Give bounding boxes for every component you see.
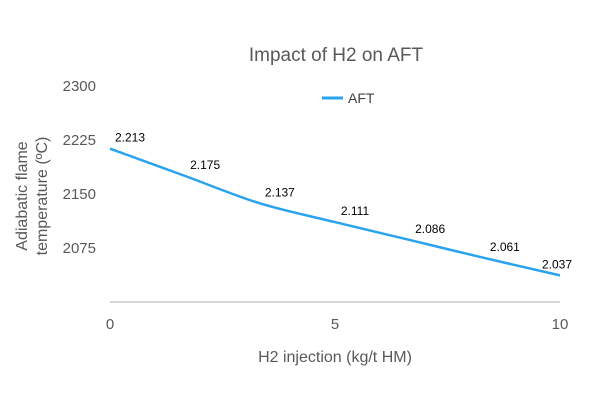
y-tick-label: 2225 bbox=[63, 132, 96, 149]
legend-label: AFT bbox=[348, 90, 375, 106]
y-axis-title-line-1: Adiabatic flame bbox=[14, 141, 31, 250]
y-tick-label: 2300 bbox=[63, 78, 96, 95]
x-axis-title: H2 injection (kg/t HM) bbox=[258, 349, 412, 366]
y-axis-title: Adiabatic flame temperature (ºC) bbox=[14, 137, 51, 256]
x-tick-label: 10 bbox=[552, 316, 569, 333]
data-label: 2.111 bbox=[341, 204, 370, 218]
data-label: 2.086 bbox=[415, 222, 445, 236]
x-tick-labels: 0 5 10 bbox=[106, 316, 569, 333]
series-layer bbox=[109, 147, 561, 277]
y-axis-title-line-2: temperature (ºC) bbox=[34, 137, 51, 256]
x-tick-label: 5 bbox=[331, 316, 339, 333]
y-tick-label: 2075 bbox=[63, 240, 96, 257]
data-label: 2.037 bbox=[542, 257, 572, 271]
data-label: 2.061 bbox=[490, 240, 520, 254]
series-line-aft bbox=[109, 147, 561, 277]
legend: AFT bbox=[322, 90, 375, 106]
chart-title: Impact of H2 on AFT bbox=[249, 45, 424, 66]
y-tick-labels: 2075 2150 2225 2300 bbox=[63, 78, 96, 257]
data-label: 2.213 bbox=[115, 131, 145, 145]
data-label: 2.175 bbox=[190, 158, 220, 172]
x-tick-label: 0 bbox=[106, 316, 114, 333]
y-tick-label: 2150 bbox=[63, 186, 96, 203]
data-labels: 2.213 2.175 2.137 2.111 2.086 2.061 2.037 bbox=[115, 131, 572, 272]
data-label: 2.137 bbox=[265, 185, 295, 199]
